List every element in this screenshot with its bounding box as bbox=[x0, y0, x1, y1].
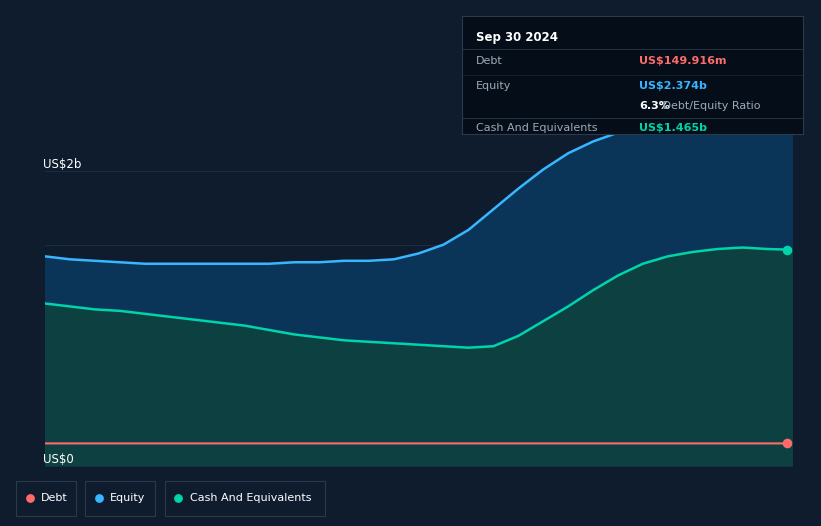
Text: Debt/Equity Ratio: Debt/Equity Ratio bbox=[659, 101, 760, 111]
Text: US$2.374b: US$2.374b bbox=[640, 81, 707, 91]
Text: Cash And Equivalents: Cash And Equivalents bbox=[476, 124, 598, 134]
Text: US$0: US$0 bbox=[44, 452, 74, 466]
Point bbox=[23, 494, 36, 503]
Text: Sep 30 2024: Sep 30 2024 bbox=[476, 31, 557, 44]
Text: US$1.465b: US$1.465b bbox=[640, 124, 708, 134]
Text: Cash And Equivalents: Cash And Equivalents bbox=[190, 493, 311, 503]
Text: Debt: Debt bbox=[41, 493, 68, 503]
FancyBboxPatch shape bbox=[165, 481, 325, 516]
Point bbox=[92, 494, 105, 503]
Text: Equity: Equity bbox=[476, 81, 511, 91]
Point bbox=[781, 246, 794, 254]
FancyBboxPatch shape bbox=[16, 481, 76, 516]
Point bbox=[172, 494, 185, 503]
Text: Equity: Equity bbox=[110, 493, 145, 503]
Text: 6.3%: 6.3% bbox=[640, 101, 670, 111]
Point bbox=[781, 439, 794, 448]
Text: US$149.916m: US$149.916m bbox=[640, 56, 727, 66]
Text: Debt: Debt bbox=[476, 56, 502, 66]
Text: US$2b: US$2b bbox=[44, 158, 81, 171]
Point bbox=[781, 112, 794, 120]
FancyBboxPatch shape bbox=[85, 481, 155, 516]
